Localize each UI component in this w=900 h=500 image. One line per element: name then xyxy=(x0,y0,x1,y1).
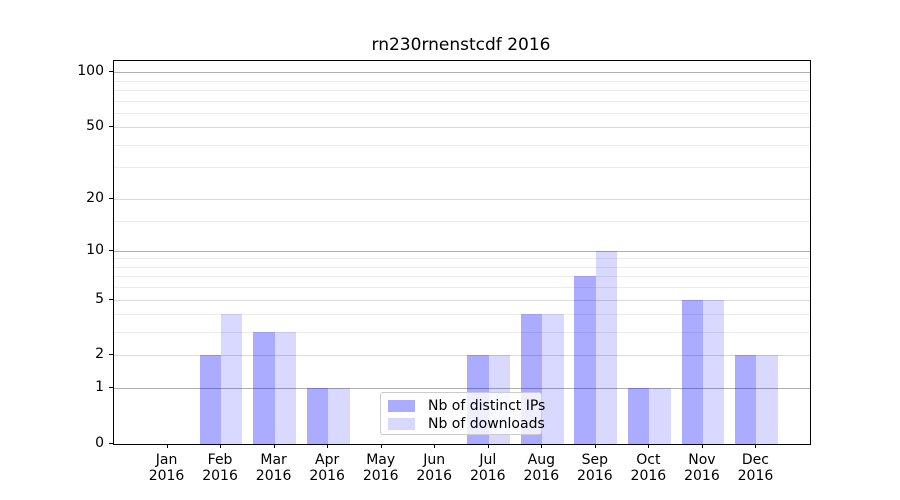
y-major-gridline xyxy=(114,388,810,390)
y-tick-label: 2 xyxy=(95,346,104,363)
bar-mar-downloads xyxy=(274,332,297,444)
x-tick-label: Jul 2016 xyxy=(469,452,506,484)
y-minor-gridline xyxy=(114,220,810,222)
x-tick-label: Aug 2016 xyxy=(523,452,560,484)
y-tick-mark xyxy=(109,71,113,73)
legend-swatch-downloads xyxy=(388,418,415,430)
x-tick-label: Jun 2016 xyxy=(416,452,453,484)
x-tick-mark xyxy=(755,444,757,448)
y-tick-mark xyxy=(109,443,113,444)
y-minor-gridline xyxy=(114,332,810,334)
y-major-gridline xyxy=(114,299,810,301)
y-tick-label: 1 xyxy=(95,379,104,396)
bar-apr-ips xyxy=(306,388,329,444)
x-tick-label: Oct 2016 xyxy=(630,452,667,484)
legend-swatch-distinct-ips xyxy=(388,400,415,412)
legend: Nb of distinct IPs Nb of downloads xyxy=(380,392,545,435)
y-minor-gridline xyxy=(114,167,810,169)
y-tick-mark xyxy=(109,354,113,356)
bar-oct-downloads xyxy=(649,388,671,444)
x-tick-label: May 2016 xyxy=(362,452,399,484)
x-tick-mark xyxy=(701,444,703,448)
bar-sep-downloads xyxy=(595,250,618,444)
y-minor-gridline xyxy=(114,276,810,278)
y-major-gridline xyxy=(114,355,810,357)
bar-nov-downloads xyxy=(702,299,725,444)
y-tick-mark xyxy=(109,197,113,199)
x-tick-label: Feb 2016 xyxy=(202,452,238,484)
x-tick-mark xyxy=(273,444,275,448)
y-tick-mark xyxy=(109,249,113,251)
x-tick-mark xyxy=(166,444,168,448)
y-minor-gridline xyxy=(114,266,810,268)
x-tick-label: Apr 2016 xyxy=(309,452,345,484)
y-minor-gridline xyxy=(114,258,810,260)
x-tick-mark xyxy=(380,444,382,448)
y-tick-label: 10 xyxy=(86,241,104,258)
y-tick-mark xyxy=(109,126,113,128)
y-minor-gridline xyxy=(114,144,810,146)
y-tick-label: 100 xyxy=(77,63,104,80)
legend-label-distinct-ips: Nb of distinct IPs xyxy=(428,398,546,414)
y-tick-label: 50 xyxy=(86,118,104,135)
y-tick-label: 0 xyxy=(95,435,104,451)
x-tick-label: Jan 2016 xyxy=(148,452,185,484)
y-tick-mark xyxy=(109,387,113,389)
bar-mar-ips xyxy=(253,332,275,444)
x-tick-label: Dec 2016 xyxy=(737,452,774,484)
bar-feb-ips xyxy=(199,355,222,444)
y-minor-gridline xyxy=(114,112,810,114)
x-tick-mark xyxy=(487,444,489,448)
legend-item-distinct-ips: Nb of distinct IPs xyxy=(381,399,545,413)
y-minor-gridline xyxy=(114,89,810,91)
y-major-gridline xyxy=(114,250,810,252)
x-tick-mark xyxy=(220,444,222,448)
x-tick-mark xyxy=(327,444,329,448)
legend-label-downloads: Nb of downloads xyxy=(428,416,545,432)
y-major-gridline xyxy=(114,198,810,200)
legend-item-downloads: Nb of downloads xyxy=(381,417,545,431)
bar-feb-downloads xyxy=(221,314,243,444)
y-major-gridline xyxy=(114,72,810,74)
y-minor-gridline xyxy=(114,100,810,102)
y-tick-mark xyxy=(109,298,113,300)
x-tick-mark xyxy=(541,444,543,448)
x-tick-mark xyxy=(594,444,596,448)
bar-apr-downloads xyxy=(328,388,350,444)
chart-title: rn230rnenstcdf 2016 xyxy=(371,35,551,55)
y-minor-gridline xyxy=(114,80,810,82)
x-tick-label: Mar 2016 xyxy=(255,452,292,484)
y-tick-label: 5 xyxy=(95,290,104,307)
x-tick-mark xyxy=(434,444,436,448)
bar-aug-downloads xyxy=(542,314,564,444)
y-tick-label: 20 xyxy=(86,189,104,206)
y-major-gridline xyxy=(114,127,810,129)
y-minor-gridline xyxy=(114,287,810,289)
x-tick-label: Nov 2016 xyxy=(684,452,720,484)
y-minor-gridline xyxy=(114,314,810,316)
bar-dec-downloads xyxy=(756,355,778,444)
bar-oct-ips xyxy=(627,388,650,444)
plot-area: Nb of distinct IPs Nb of downloads xyxy=(113,60,811,445)
x-tick-label: Sep 2016 xyxy=(577,452,613,484)
x-tick-mark xyxy=(648,444,650,448)
bar-sep-ips xyxy=(574,276,596,444)
bar-dec-ips xyxy=(735,355,757,444)
bar-nov-ips xyxy=(681,299,703,444)
